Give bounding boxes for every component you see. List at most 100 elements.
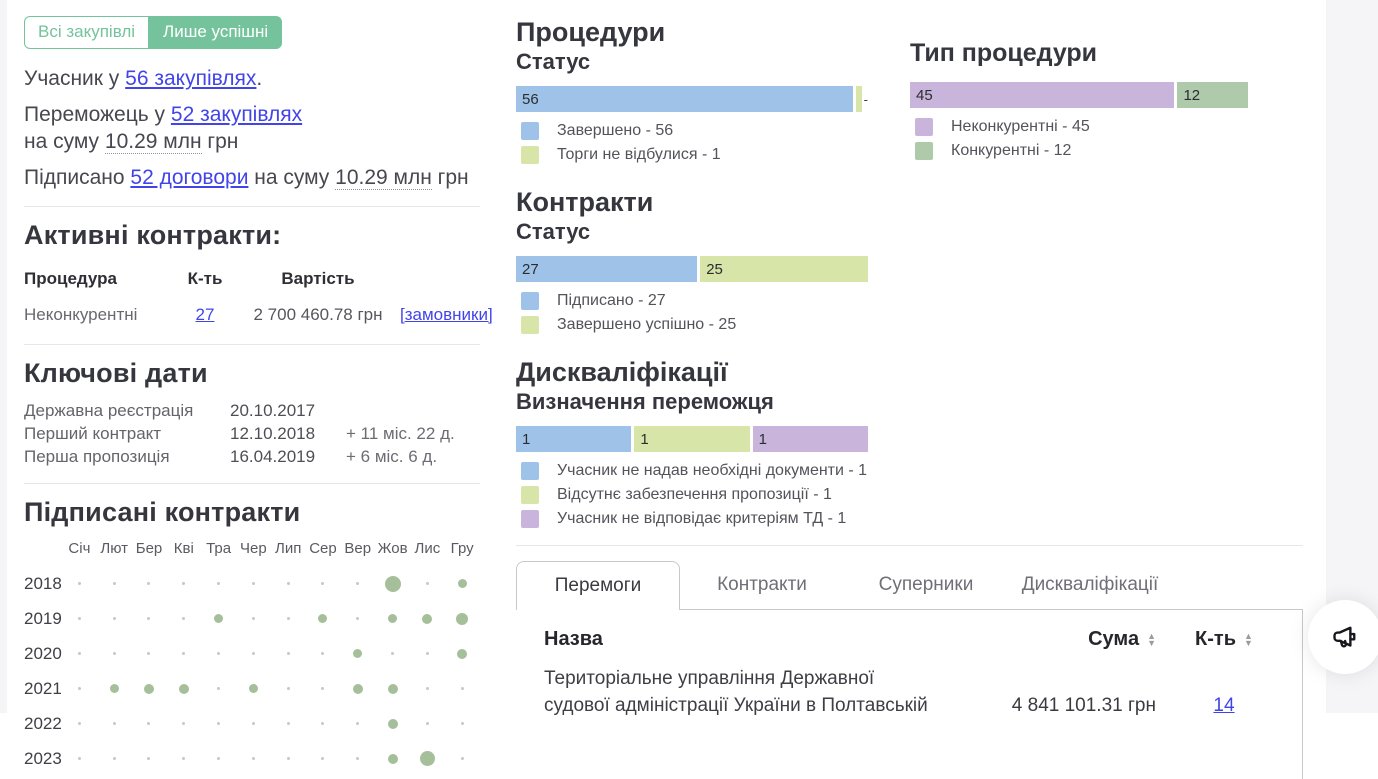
contract-dot xyxy=(384,575,401,592)
column-header-sum[interactable]: Сума ▲ ▼ xyxy=(971,628,1156,651)
contract-dot xyxy=(109,684,119,693)
bar-segment-label: 56 xyxy=(522,90,539,108)
procedures-charts-column: Процедури Статус 56 - Завершено - 56 Торг… xyxy=(516,16,868,550)
sort-icon[interactable]: ▲ ▼ xyxy=(1244,630,1253,648)
divider xyxy=(24,206,480,207)
month-label: Січ xyxy=(68,539,91,557)
contract-dot xyxy=(419,751,435,766)
text: . xyxy=(256,67,263,90)
key-dates-table: Державна реєстрація 20.10.2017 Перший ко… xyxy=(24,399,480,468)
row-count-link[interactable]: 14 xyxy=(1213,695,1235,716)
wins-amount: 10.29 млн xyxy=(104,130,202,154)
wins-count-link[interactable]: 52 закупівлях xyxy=(170,103,303,126)
contract-dot xyxy=(460,757,464,760)
legend-row: Завершено успішно - 25 xyxy=(521,316,868,334)
text: грн xyxy=(431,166,469,189)
contract-dot xyxy=(286,617,290,620)
key-date-label: Перший контракт xyxy=(24,424,162,443)
contract-dot xyxy=(214,614,224,623)
legend-row: Підписано - 27 xyxy=(521,292,868,310)
bar-segment-label: 45 xyxy=(916,86,933,104)
contract-dot xyxy=(457,648,468,659)
contract-dot xyxy=(251,757,255,760)
dot-chart-row: 2022 xyxy=(24,706,480,741)
tab-disqualifications[interactable]: Дискваліфікації xyxy=(1021,574,1159,595)
filter-all-button[interactable]: Всі закупівлі xyxy=(24,16,150,49)
purchases-filter-toggle: Всі закупівлі Лише успішні xyxy=(24,16,283,49)
contract-dot xyxy=(147,582,151,585)
key-date-value: 16.04.2019 xyxy=(230,447,316,466)
buyer-name-cell: Територіальне управління Державної судов… xyxy=(544,668,928,716)
contract-dot xyxy=(77,617,81,620)
legend-swatch xyxy=(915,142,933,160)
column-header-count: К-ть xyxy=(187,269,223,288)
legend-label: Завершено успішно - 25 xyxy=(557,316,737,333)
text: грн xyxy=(201,130,239,153)
legend-swatch xyxy=(915,118,933,136)
contract-dot xyxy=(217,687,221,690)
count-link[interactable]: 27 xyxy=(195,305,215,324)
dot-chart-row: 2020 xyxy=(24,636,480,671)
bar-segment: 1 xyxy=(516,426,632,452)
megaphone-icon xyxy=(1333,626,1356,648)
month-label: Лют xyxy=(100,539,129,557)
contract-dot xyxy=(286,582,290,585)
contracts-status-legend: Підписано - 27 Завершено успішно - 25 xyxy=(516,292,868,334)
winner-line: Переможець у 52 закупівлях на суму 10.29 … xyxy=(24,101,480,155)
filter-successful-button[interactable]: Лише успішні xyxy=(149,16,283,49)
table-row: Територіальне управління Державної судов… xyxy=(544,665,1284,719)
year-label: 2019 xyxy=(24,608,62,628)
procedures-status-subtitle: Статус xyxy=(516,49,591,74)
procedure-type-column: Тип процедури 45 12 Неконкурентні - 45 Кон… xyxy=(910,38,1248,182)
contract-dot xyxy=(456,612,469,625)
tab-contracts[interactable]: Контракти xyxy=(717,574,807,595)
month-label: Чер xyxy=(240,539,267,557)
contract-dot xyxy=(143,683,154,694)
dot-chart-row: 2018 xyxy=(24,566,480,601)
customers-link[interactable]: [замовники] xyxy=(400,305,493,324)
column-header-count[interactable]: К-ть ▲ ▼ xyxy=(1164,628,1284,651)
contract-dot xyxy=(147,722,151,725)
sort-icon[interactable]: ▲ ▼ xyxy=(1147,630,1156,648)
legend-swatch xyxy=(521,316,539,334)
tab-rivals[interactable]: Суперники xyxy=(878,574,974,595)
contracts-status-bar: 27 25 xyxy=(516,256,868,282)
legend-label: Учасник не надав необхідні документи - 1 xyxy=(557,462,868,479)
procedures-title: Процедури xyxy=(516,17,666,47)
tab-wins[interactable]: Перемоги xyxy=(516,561,680,610)
bar-segment: 1 xyxy=(752,426,868,452)
month-label: Гру xyxy=(450,539,474,557)
bar-segment: 1 xyxy=(634,426,750,452)
contract-dot xyxy=(425,582,429,585)
purchases-count-link[interactable]: 56 закупівлях xyxy=(125,67,257,90)
participant-line: Учасник у 56 закупівлях. xyxy=(24,65,480,92)
feedback-fab-button[interactable] xyxy=(1308,600,1378,674)
contract-dot xyxy=(251,722,255,725)
legend-row: Конкурентні - 12 xyxy=(915,142,1248,160)
contracts-count-link[interactable]: 52 договори xyxy=(130,166,249,189)
bar-segment-label: 27 xyxy=(522,260,539,278)
contract-dot xyxy=(457,579,467,588)
year-label: 2022 xyxy=(24,713,62,733)
legend-label: Торги не відбулися - 1 xyxy=(557,146,721,163)
legend-label: Завершено - 56 xyxy=(557,122,674,139)
legend-row: Відсутнє забезпечення пропозиції - 1 xyxy=(521,486,868,504)
contract-dot xyxy=(286,722,290,725)
contracts-title: Контракти xyxy=(516,187,654,217)
contract-dot xyxy=(251,582,255,585)
disqualifications-title: Дискваліфікації xyxy=(516,357,728,387)
contract-dot xyxy=(321,757,325,760)
contract-dot xyxy=(356,582,360,585)
key-date-value: 12.10.2018 xyxy=(230,424,316,443)
page-right-gutter xyxy=(1326,0,1378,713)
legend-label: Конкурентні - 12 xyxy=(951,142,1072,159)
legend-swatch xyxy=(521,122,539,140)
contract-dot xyxy=(352,683,363,694)
contract-dot xyxy=(147,757,151,760)
contract-dot xyxy=(356,757,360,760)
bar-segment-label: 12 xyxy=(1183,86,1201,104)
contract-dot xyxy=(387,753,398,764)
legend-row: Учасник не відповідає критеріям ТД - 1 xyxy=(521,510,868,528)
contract-dot xyxy=(460,722,464,725)
legend-row: Неконкурентні - 45 xyxy=(915,118,1248,136)
